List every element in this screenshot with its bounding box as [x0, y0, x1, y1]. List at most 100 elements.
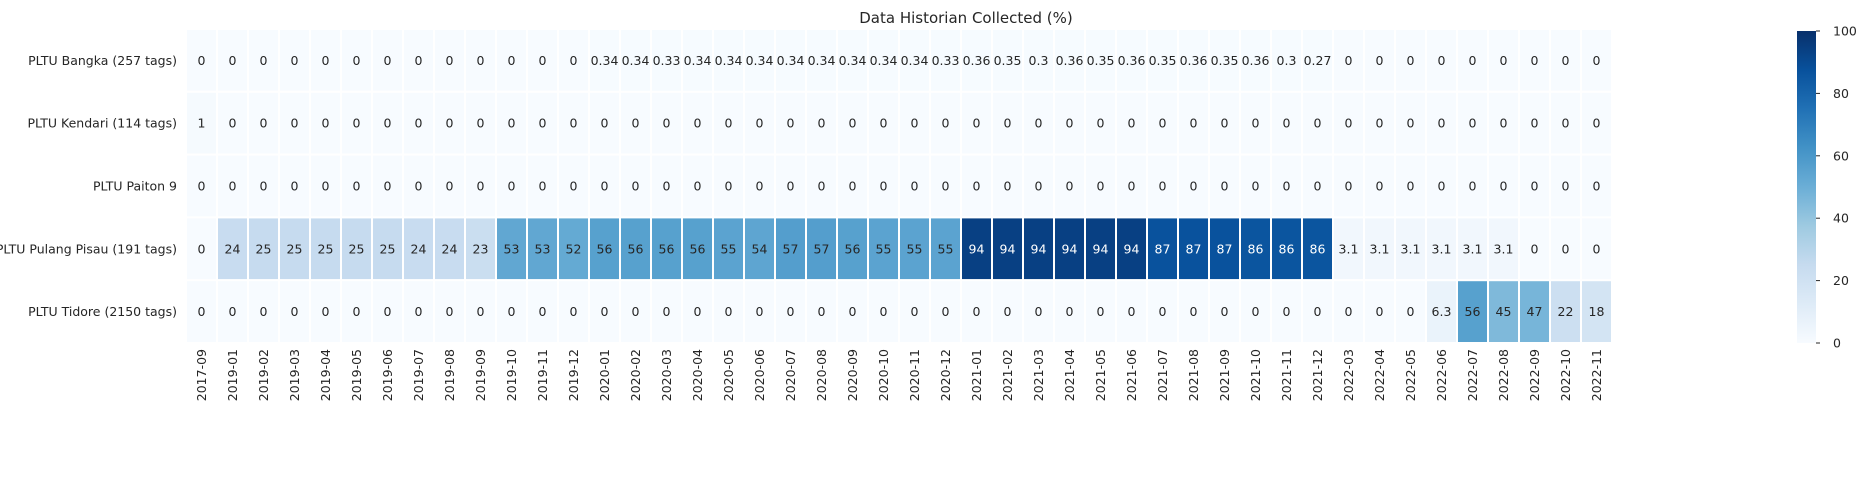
cell-value-label: 0.36 [963, 53, 991, 68]
heatmap-cell [1208, 153, 1241, 219]
cell-value-label: 0 [446, 304, 454, 319]
cell-value-label: 0 [880, 179, 888, 194]
cell-value-label: 0 [539, 116, 547, 131]
cell-value-label: 0 [415, 53, 423, 68]
cell-value-label: 0 [1407, 116, 1415, 131]
heatmap-cell [774, 90, 807, 156]
cell-value-label: 0 [1345, 53, 1353, 68]
cell-value-label: 0 [787, 116, 795, 131]
cell-value-label: 0 [849, 304, 857, 319]
heatmap-cell [557, 279, 590, 345]
heatmap-cell [836, 90, 869, 156]
cell-value-label: 0 [1531, 53, 1539, 68]
cell-value-label: 0 [260, 116, 268, 131]
heatmap-cell [1301, 279, 1334, 345]
cell-value-label: 87 [1217, 241, 1233, 256]
cell-value-label: 0 [1283, 304, 1291, 319]
heatmap-cell [1146, 279, 1179, 345]
cell-value-label: 0 [260, 304, 268, 319]
heatmap-cell [1580, 216, 1613, 282]
cell-value-label: 0 [787, 304, 795, 319]
heatmap-cell [681, 28, 714, 93]
x-tick-label: 2022-09 [1527, 349, 1542, 401]
cell-value-label: 0 [942, 304, 950, 319]
cell-value-label: 0 [1097, 304, 1105, 319]
heatmap-cell [1363, 90, 1396, 156]
cell-value-label: 0 [1593, 53, 1601, 68]
heatmap-cell [1456, 153, 1489, 219]
heatmap-cell [1332, 279, 1365, 345]
x-tick-label: 2022-08 [1496, 349, 1511, 401]
heatmap-cell [340, 153, 373, 219]
colorbar-tick-label: 20 [1833, 273, 1849, 288]
cell-value-label: 3.1 [1432, 241, 1452, 256]
y-tick-label: PLTU Paiton 9 [93, 179, 177, 194]
x-tick-label: 2021-06 [1124, 349, 1139, 401]
heatmap-cell [836, 279, 869, 345]
cell-value-label: 0.34 [746, 53, 774, 68]
heatmap-cell [650, 153, 683, 219]
x-axis-tick-labels: 2017-09 2019-01 2019-02 2019-03 2019-04 2019-… [194, 349, 1604, 401]
cell-value-label: 0.34 [777, 53, 805, 68]
cell-value-label: 0 [477, 179, 485, 194]
cell-value-label: 25 [318, 241, 334, 256]
cell-value-label: 0 [1221, 179, 1229, 194]
x-tick-label: 2020-07 [783, 349, 798, 401]
colorbar-gradient [1797, 31, 1816, 343]
x-tick-label: 2019-06 [380, 349, 395, 401]
heatmap-cell [991, 279, 1024, 345]
heatmap-cell [743, 28, 776, 93]
cell-value-label: 0 [1376, 179, 1384, 194]
cell-value-label: 87 [1155, 241, 1171, 256]
heatmap-cell [278, 216, 311, 282]
heatmap-cell [619, 279, 652, 345]
heatmap-cell [867, 90, 900, 156]
cell-value-label: 0 [818, 304, 826, 319]
heatmap-cell [309, 279, 342, 345]
cell-value-label: 3.1 [1339, 241, 1359, 256]
cell-value-label: 0.3 [1029, 53, 1049, 68]
heatmap-cell [712, 153, 745, 219]
cell-value-label: 57 [783, 241, 799, 256]
cell-value-label: 0 [291, 53, 299, 68]
heatmap-cell [1549, 279, 1582, 345]
heatmap-cell [898, 153, 931, 219]
y-tick-label: PLTU Tidore (2150 tags) [28, 304, 177, 319]
cell-value-label: 0 [1066, 304, 1074, 319]
heatmap-cell [464, 28, 497, 93]
cell-labels: 0 0 0 0 0 0 0 0 0 0 0 0 0 0.34 0.34 0.33 0.34 0.34 0.34 0.3… [198, 53, 1605, 319]
heatmap-cell [867, 216, 900, 282]
heatmap-cell [495, 153, 528, 219]
x-tick-label: 2020-05 [721, 349, 736, 401]
cell-value-label: 0 [1469, 116, 1477, 131]
cell-value-label: 0 [229, 304, 237, 319]
cell-value-label: 0 [539, 179, 547, 194]
cell-value-label: 0 [1097, 179, 1105, 194]
heatmap-cell [464, 279, 497, 345]
heatmap-cell [278, 90, 311, 156]
heatmap-cell [712, 90, 745, 156]
heatmap-cell [1487, 90, 1520, 156]
x-tick-label: 2022-11 [1589, 349, 1604, 401]
cell-value-label: 0 [477, 116, 485, 131]
heatmap-cells [185, 28, 1613, 345]
cell-value-label: 22 [1558, 304, 1574, 319]
x-tick-label: 2017-09 [194, 349, 209, 401]
heatmap-cell [1022, 279, 1055, 345]
x-tick-label: 2019-05 [349, 349, 364, 401]
cell-value-label: 53 [504, 241, 520, 256]
heatmap-cell [433, 216, 466, 282]
cell-value-label: 0 [384, 116, 392, 131]
x-tick-label: 2019-03 [287, 349, 302, 401]
cell-value-label: 47 [1527, 304, 1543, 319]
heatmap-cell [1425, 216, 1458, 282]
colorbar-tick-label: 100 [1833, 24, 1857, 39]
cell-value-label: 0 [198, 241, 206, 256]
cell-value-label: 0 [415, 116, 423, 131]
heatmap-cell [402, 90, 435, 156]
cell-value-label: 0 [1252, 116, 1260, 131]
cell-value-label: 25 [287, 241, 303, 256]
colorbar-tick-label: 80 [1833, 86, 1849, 101]
heatmap-cell [1456, 279, 1489, 345]
x-tick-label: 2019-01 [225, 349, 240, 401]
